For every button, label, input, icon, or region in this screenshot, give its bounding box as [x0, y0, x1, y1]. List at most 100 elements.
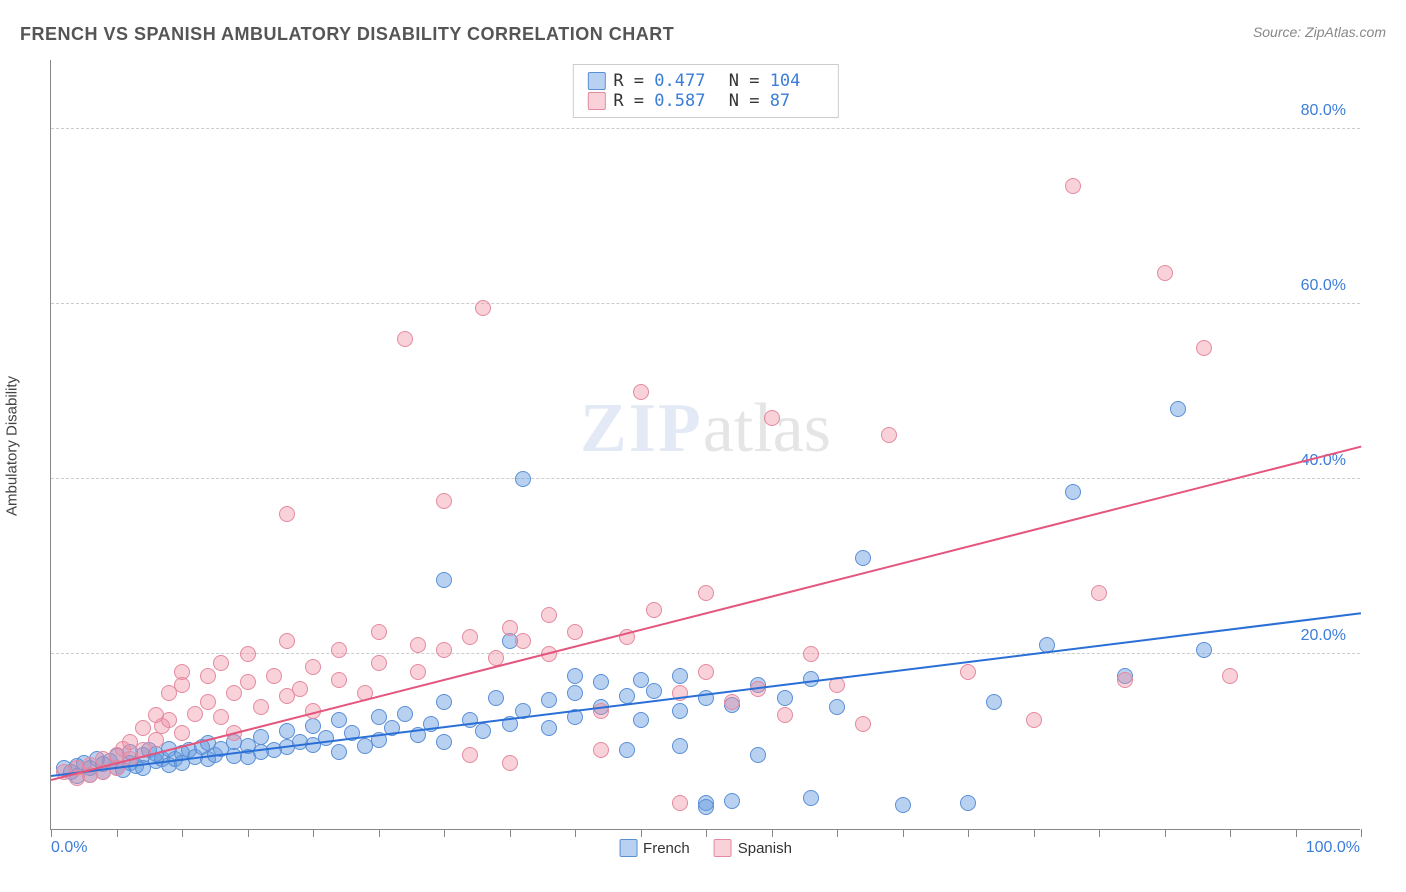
data-point	[410, 637, 426, 653]
data-point	[1196, 340, 1212, 356]
data-point	[318, 730, 334, 746]
data-point	[174, 725, 190, 741]
data-point	[436, 642, 452, 658]
data-point	[331, 744, 347, 760]
data-point	[803, 671, 819, 687]
data-point	[646, 602, 662, 618]
data-point	[331, 642, 347, 658]
data-point	[515, 471, 531, 487]
data-point	[750, 747, 766, 763]
data-point	[986, 694, 1002, 710]
data-point	[410, 664, 426, 680]
data-point	[672, 703, 688, 719]
x-axis-min-label: 0.0%	[51, 839, 87, 857]
data-point	[397, 331, 413, 347]
trend-line	[51, 446, 1361, 781]
x-tick	[1165, 829, 1166, 837]
data-point	[305, 659, 321, 675]
data-point	[475, 300, 491, 316]
data-point	[646, 683, 662, 699]
chart-title: FRENCH VS SPANISH AMBULATORY DISABILITY …	[20, 24, 674, 45]
x-tick	[510, 829, 511, 837]
y-tick-label: 60.0%	[1297, 277, 1350, 295]
stats-row-spanish: R = 0.587 N = 87	[587, 91, 823, 111]
x-tick	[1099, 829, 1100, 837]
x-tick	[51, 829, 52, 837]
data-point	[698, 799, 714, 815]
data-point	[148, 732, 164, 748]
x-tick	[903, 829, 904, 837]
data-point	[541, 720, 557, 736]
legend-swatch	[714, 839, 732, 857]
x-tick	[1296, 829, 1297, 837]
data-point	[567, 685, 583, 701]
data-point	[672, 668, 688, 684]
data-point	[279, 506, 295, 522]
data-point	[1222, 668, 1238, 684]
data-point	[1065, 484, 1081, 500]
data-point	[436, 694, 452, 710]
data-point	[881, 427, 897, 443]
plot-area: ZIPatlas R = 0.477 N = 104 R = 0.587 N =…	[50, 60, 1360, 830]
data-point	[174, 664, 190, 680]
x-tick	[444, 829, 445, 837]
data-point	[371, 655, 387, 671]
data-point	[777, 707, 793, 723]
legend-label: Spanish	[738, 840, 792, 857]
data-point	[633, 384, 649, 400]
data-point	[764, 410, 780, 426]
x-tick	[117, 829, 118, 837]
data-point	[619, 742, 635, 758]
x-tick	[182, 829, 183, 837]
data-point	[488, 690, 504, 706]
data-point	[305, 718, 321, 734]
data-point	[633, 712, 649, 728]
data-point	[1157, 265, 1173, 281]
data-point	[724, 694, 740, 710]
legend-item: Spanish	[714, 839, 792, 857]
gridline	[51, 128, 1360, 129]
data-point	[253, 729, 269, 745]
data-point	[1117, 672, 1133, 688]
data-point	[855, 716, 871, 732]
source-attribution: Source: ZipAtlas.com	[1253, 24, 1386, 40]
gridline	[51, 303, 1360, 304]
data-point	[371, 624, 387, 640]
data-point	[672, 738, 688, 754]
data-point	[1026, 712, 1042, 728]
swatch-spanish	[587, 92, 605, 110]
data-point	[475, 723, 491, 739]
data-point	[292, 681, 308, 697]
data-point	[672, 795, 688, 811]
data-point	[960, 795, 976, 811]
data-point	[855, 550, 871, 566]
data-point	[803, 646, 819, 662]
x-tick	[968, 829, 969, 837]
data-point	[1065, 178, 1081, 194]
data-point	[240, 674, 256, 690]
data-point	[567, 668, 583, 684]
data-point	[135, 720, 151, 736]
data-point	[226, 685, 242, 701]
data-point	[593, 742, 609, 758]
data-point	[803, 790, 819, 806]
x-tick	[706, 829, 707, 837]
x-tick	[379, 829, 380, 837]
data-point	[1091, 585, 1107, 601]
data-point	[253, 699, 269, 715]
data-point	[541, 607, 557, 623]
x-tick	[772, 829, 773, 837]
data-point	[462, 629, 478, 645]
watermark: ZIPatlas	[580, 389, 831, 469]
data-point	[200, 668, 216, 684]
data-point	[240, 646, 256, 662]
data-point	[279, 633, 295, 649]
data-point	[161, 712, 177, 728]
data-point	[1170, 401, 1186, 417]
data-point	[331, 672, 347, 688]
data-point	[698, 664, 714, 680]
x-axis-max-label: 100.0%	[1306, 839, 1360, 857]
data-point	[436, 734, 452, 750]
data-point	[436, 572, 452, 588]
data-point	[213, 655, 229, 671]
